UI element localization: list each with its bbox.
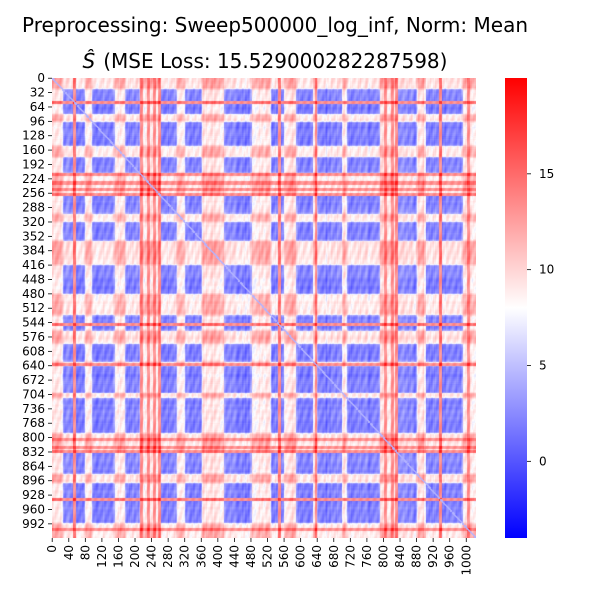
y-tick-label: 160 [22, 143, 45, 157]
y-tick-label: 768 [22, 416, 45, 430]
y-tick-label: 992 [22, 517, 45, 531]
x-tick-label: 240 [145, 545, 159, 568]
x-tick-label: 0 [45, 545, 59, 553]
x-axis-ticks: 0 40 80 120 160 200 240 280 320 360 400 440 480 520 56… [45, 538, 473, 576]
y-tick-label: 928 [22, 488, 45, 502]
y-tick-label: 256 [22, 186, 45, 200]
colorbar-ticks: 0 5 10 15 [527, 167, 554, 468]
colorbar-tick-label: 5 [539, 359, 547, 373]
y-tick-label: 448 [22, 272, 45, 286]
y-tick-label: 0 [37, 71, 45, 85]
x-tick-label: 160 [111, 545, 125, 568]
x-tick-label: 560 [277, 545, 291, 568]
y-tick-label: 128 [22, 129, 45, 143]
y-tick-label: 896 [22, 474, 45, 488]
y-axis-ticks: 0326496128160192224256288320352384416448… [22, 71, 52, 531]
y-tick-label: 64 [30, 100, 45, 114]
y-tick-label: 352 [22, 229, 45, 243]
y-tick-label: 224 [22, 172, 45, 186]
y-tick-label: 512 [22, 301, 45, 315]
heatmap-plot-area [52, 78, 476, 538]
y-tick-label: 800 [22, 431, 45, 445]
x-tick-label: 520 [261, 545, 275, 568]
y-tick-label: 736 [22, 402, 45, 416]
x-tick-label: 440 [227, 545, 241, 568]
x-tick-label: 280 [161, 545, 175, 568]
mse-loss-text: (MSE Loss: 15.529000282287598) [103, 49, 447, 73]
x-tick-label: 400 [211, 545, 225, 568]
x-tick-label: 40 [62, 545, 76, 560]
y-tick-label: 480 [22, 287, 45, 301]
y-tick-label: 640 [22, 359, 45, 373]
y-tick-label: 288 [22, 201, 45, 215]
y-tick-label: 544 [22, 316, 45, 330]
x-tick-label: 600 [294, 545, 308, 568]
y-tick-label: 96 [30, 114, 45, 128]
x-tick-label: 480 [244, 545, 258, 568]
x-tick-label: 800 [376, 545, 390, 568]
y-tick-label: 832 [22, 445, 45, 459]
y-tick-label: 32 [30, 86, 45, 100]
colorbar-tick-label: 15 [539, 167, 554, 181]
chart-title-line1: Preprocessing: Sweep500000_log_inf, Norm… [22, 13, 528, 37]
x-tick-label: 960 [443, 545, 457, 568]
x-tick-label: 680 [327, 545, 341, 568]
colorbar-tick-label: 0 [539, 454, 547, 468]
x-tick-label: 1000 [459, 545, 473, 576]
x-tick-label: 200 [128, 545, 142, 568]
x-tick-label: 360 [194, 545, 208, 568]
x-tick-label: 920 [426, 545, 440, 568]
colorbar-tick-label: 10 [539, 263, 554, 277]
y-tick-label: 384 [22, 244, 45, 258]
x-tick-label: 640 [310, 545, 324, 568]
chart-title-line2: Ŝ (MSE Loss: 15.529000282287598) [83, 49, 448, 73]
x-tick-label: 840 [393, 545, 407, 568]
colorbar [505, 78, 527, 538]
y-tick-label: 576 [22, 330, 45, 344]
x-tick-label: 80 [78, 545, 92, 560]
y-tick-label: 960 [22, 502, 45, 516]
x-tick-label: 720 [343, 545, 357, 568]
s-hat-symbol: Ŝ [83, 49, 96, 73]
y-tick-label: 608 [22, 344, 45, 358]
y-tick-label: 416 [22, 258, 45, 272]
y-tick-label: 864 [22, 459, 45, 473]
x-tick-label: 760 [360, 545, 374, 568]
x-tick-label: 880 [410, 545, 424, 568]
x-tick-label: 120 [95, 545, 109, 568]
y-tick-label: 320 [22, 215, 45, 229]
y-tick-label: 672 [22, 373, 45, 387]
y-tick-label: 192 [22, 157, 45, 171]
y-tick-label: 704 [22, 387, 45, 401]
x-tick-label: 320 [178, 545, 192, 568]
